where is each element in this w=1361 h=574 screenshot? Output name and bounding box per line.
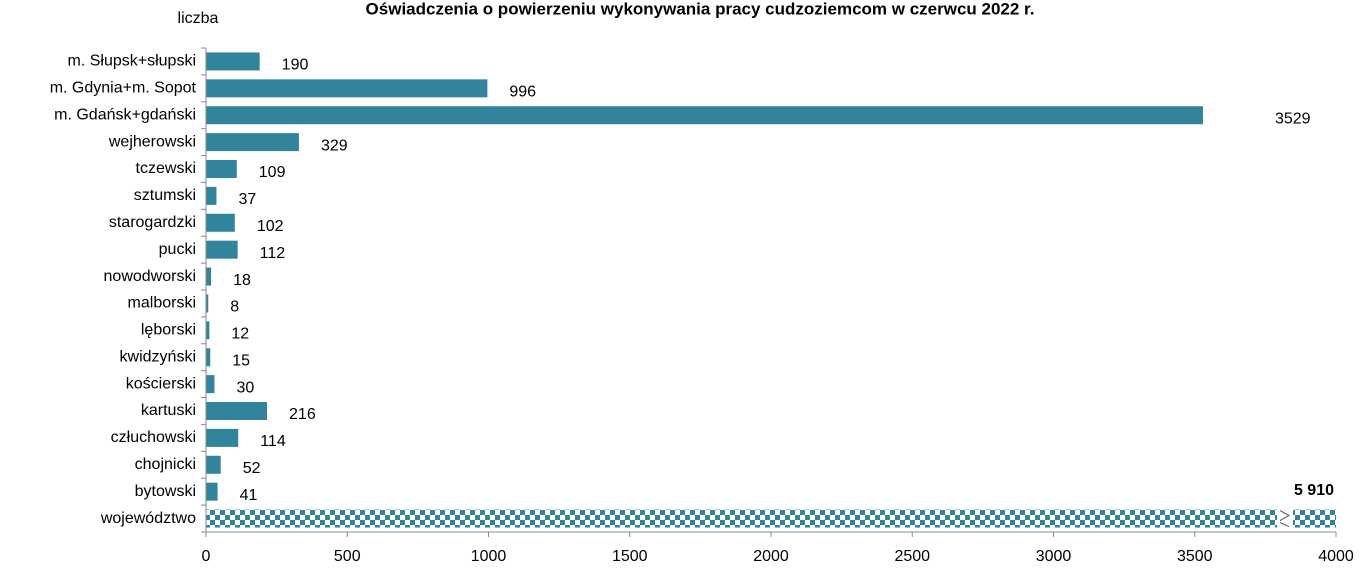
y-tick-label: malborski — [128, 295, 196, 312]
value-label: 114 — [260, 433, 286, 450]
bar — [206, 52, 260, 71]
y-tick-label: kwidzyński — [120, 348, 196, 365]
y-tick-label: kartuski — [141, 402, 196, 419]
value-label: 112 — [260, 245, 286, 262]
y-tick-label: chojnicki — [135, 456, 196, 473]
x-tick-label: 2000 — [753, 548, 789, 565]
x-tick-label: 4000 — [1318, 548, 1354, 565]
y-tick-label: kościerski — [126, 375, 196, 392]
y-tick-label: bytowski — [135, 483, 196, 500]
bar — [206, 348, 211, 367]
value-label: 30 — [236, 379, 254, 396]
value-label: 3529 — [1275, 110, 1311, 127]
value-label: 109 — [259, 164, 286, 181]
y-tick-label: m. Gdańsk+gdański — [54, 106, 196, 123]
y-tick-label: człuchowski — [111, 429, 196, 446]
bar — [206, 455, 221, 474]
y-tick-label: tczewski — [136, 160, 196, 177]
y-tick-label: m. Słupsk+słupski — [68, 53, 197, 70]
value-label: 41 — [240, 487, 258, 504]
y-tick-label: starogardzki — [109, 214, 196, 231]
chart-title: Oświadczenia o powierzeniu wykonywania p… — [366, 0, 1035, 18]
bar — [206, 402, 268, 420]
bar — [206, 79, 488, 98]
axis-label: liczba — [178, 10, 219, 27]
bar — [206, 294, 209, 313]
y-tick-label: wejherowski — [108, 133, 196, 150]
y-tick-label: sztumski — [134, 187, 196, 204]
bar — [206, 106, 1203, 125]
y-tick-label: pucki — [159, 241, 196, 258]
x-tick-label: 3000 — [1036, 548, 1072, 565]
plot-area — [206, 52, 1336, 528]
x-tick-label: 0 — [202, 548, 211, 565]
bar — [206, 509, 1336, 528]
x-tick-label: 3500 — [1177, 548, 1213, 565]
value-label: 190 — [282, 57, 309, 74]
bar — [206, 160, 237, 178]
value-label: 15 — [232, 352, 250, 369]
y-tick-label: lęborski — [141, 322, 196, 339]
bar — [206, 375, 215, 394]
value-label: 102 — [257, 218, 284, 235]
y-tick-label: m. Gdynia+m. Sopot — [50, 80, 197, 97]
x-tick-label: 1500 — [612, 548, 648, 565]
axis-break-mark — [1279, 510, 1291, 528]
bar — [206, 482, 218, 501]
x-tick-label: 500 — [334, 548, 361, 565]
bar — [206, 240, 238, 259]
value-label: 329 — [321, 137, 348, 154]
y-tick-label: nowodworski — [104, 268, 196, 285]
y-tick-label: województwo — [100, 510, 196, 527]
bar — [206, 186, 217, 205]
bar — [206, 267, 212, 286]
value-label: 12 — [231, 326, 249, 343]
value-label: 52 — [243, 460, 261, 477]
value-label: 5 910 — [1294, 482, 1334, 499]
value-label: 8 — [230, 299, 239, 316]
axis-break — [1277, 507, 1293, 530]
bar — [206, 213, 235, 232]
bar — [206, 321, 210, 340]
x-tick-label: 1000 — [471, 548, 507, 565]
value-label: 216 — [289, 406, 316, 423]
x-tick-label: 2500 — [894, 548, 930, 565]
value-label: 37 — [238, 191, 256, 208]
bar — [206, 133, 299, 152]
value-label: 18 — [233, 272, 251, 289]
value-label: 996 — [509, 84, 536, 101]
bar — [206, 428, 239, 447]
